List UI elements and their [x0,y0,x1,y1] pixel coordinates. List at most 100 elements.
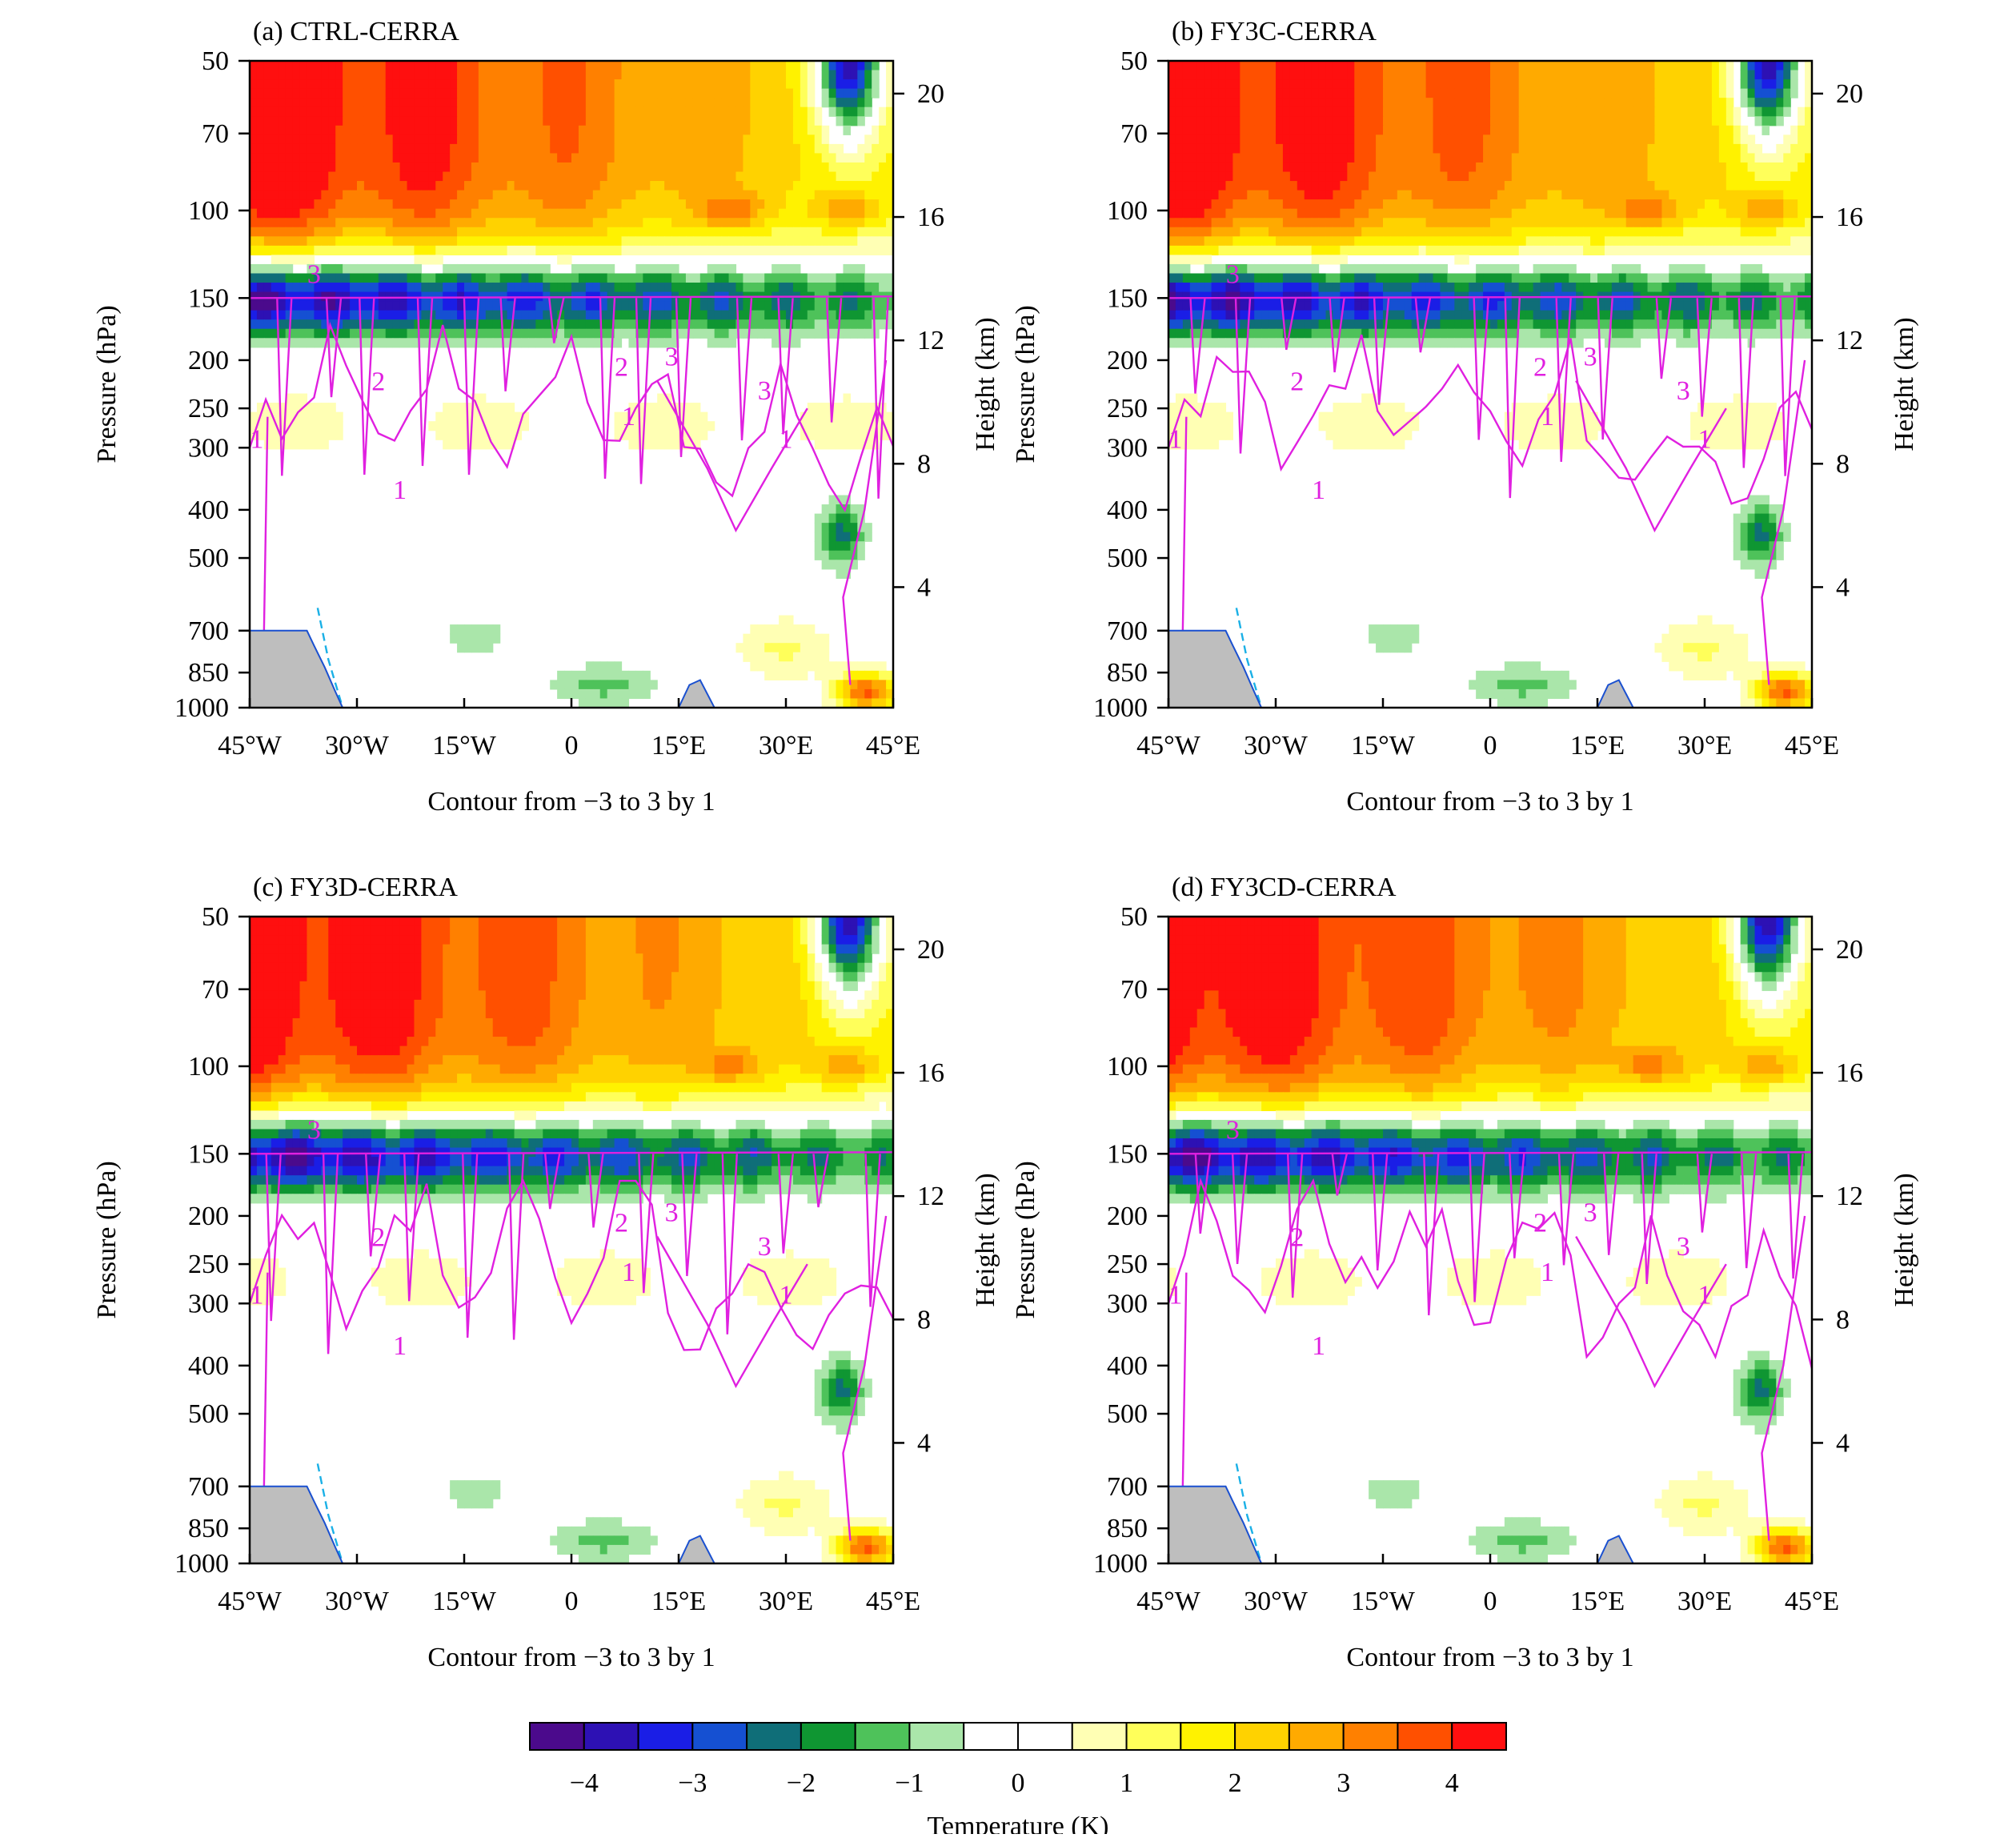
heatmap-cell [808,126,816,135]
heatmap-cell [1761,116,1770,126]
heatmap-cell [1297,116,1305,126]
heatmap-cell [271,236,279,246]
heatmap-cell [1590,61,1598,70]
heatmap-cell [1654,181,1662,191]
heatmap-cell [1212,246,1220,255]
heatmap-cell [750,227,758,237]
heatmap-cell [808,153,816,163]
heatmap-cell [764,329,772,339]
heatmap-cell [1190,218,1198,227]
heatmap-cell [743,246,751,255]
heatmap-cell [1554,126,1562,135]
heatmap-cell [693,218,701,227]
heatmap-cell [679,126,687,135]
heatmap-cell [750,70,758,80]
heatmap-cell [779,79,787,89]
heatmap-cell [679,227,687,237]
heatmap-cell [500,172,508,182]
heatmap-cell [1390,191,1398,200]
heatmap-cell [386,273,394,283]
heatmap-cell [543,199,551,209]
heatmap-cell [435,283,443,292]
heatmap-cell [421,181,429,191]
heatmap-cell [793,671,801,680]
heatmap-cell [800,671,808,680]
heatmap-cell [829,107,837,117]
heatmap-cell [693,199,701,209]
heatmap-cell [1447,209,1455,219]
heatmap-cell [1626,209,1634,219]
heatmap-cell [379,70,387,80]
heatmap-cell [1641,209,1649,219]
heatmap-cell [707,301,715,311]
heatmap-cell [635,671,643,680]
heatmap-cell [421,283,429,292]
heatmap-cell [671,439,679,449]
heatmap-cell [1419,79,1427,89]
heatmap-cell [1654,134,1662,144]
heatmap-cell [800,236,808,246]
heatmap-cell [1633,61,1641,70]
heatmap-cell [1433,61,1441,70]
heatmap-cell [829,421,837,431]
heatmap-cell [1748,181,1756,191]
heatmap-cell [829,61,837,70]
heatmap-cell [1347,199,1355,209]
heatmap-cell [343,311,351,320]
heatmap-cell [314,412,322,422]
heatmap-cell [872,134,880,144]
heatmap-cell [593,301,601,311]
heatmap-cell [1283,61,1291,70]
heatmap-cell [300,163,308,172]
heatmap-cell [1541,227,1549,237]
heatmap-cell [457,144,465,154]
heatmap-cell [257,98,265,107]
heatmap-cell [850,421,858,431]
heatmap-cell [622,134,630,144]
heatmap-cell [1648,116,1656,126]
heatmap-cell [379,236,387,246]
heatmap-cell [607,153,615,163]
heatmap-cell [1440,126,1448,135]
heatmap-cell [257,134,265,144]
heatmap-cell [1340,79,1348,89]
heatmap-cell [593,227,601,237]
heatmap-cell [250,301,258,311]
heatmap-cell [1247,153,1255,163]
heatmap-cell [250,79,258,89]
heatmap-cell [1183,144,1191,154]
heatmap-cell [328,181,336,191]
heatmap-cell [586,680,594,689]
heatmap-cell [507,153,515,163]
heatmap-cell [686,218,694,227]
heatmap-cell [1440,89,1448,98]
heatmap-cell [386,209,394,219]
heatmap-cell [615,116,623,126]
heatmap-cell [1168,218,1176,227]
heatmap-cell [428,181,436,191]
heatmap-cell [650,431,658,440]
heatmap-cell [293,246,301,255]
heatmap-cell [1790,144,1798,154]
heatmap-cell [1798,116,1806,126]
heatmap-cell [1354,236,1362,246]
heatmap-cell [722,172,730,182]
heatmap-cell [1612,172,1620,182]
heatmap-cell [857,311,865,320]
heatmap-cell [1676,70,1684,80]
heatmap-cell [579,209,587,219]
heatmap-cell [521,246,529,255]
heatmap-cell [764,153,772,163]
heatmap-cell [321,116,329,126]
heatmap-cell [471,264,479,274]
heatmap-cell [808,98,816,107]
heatmap-cell [1676,227,1684,237]
heatmap-cell [257,153,265,163]
heatmap-cell [479,191,487,200]
heatmap-cell [500,163,508,172]
heatmap-cell [307,153,315,163]
heatmap-cell [1297,144,1305,154]
heatmap-cell [815,126,823,135]
heatmap-cell [1347,181,1355,191]
